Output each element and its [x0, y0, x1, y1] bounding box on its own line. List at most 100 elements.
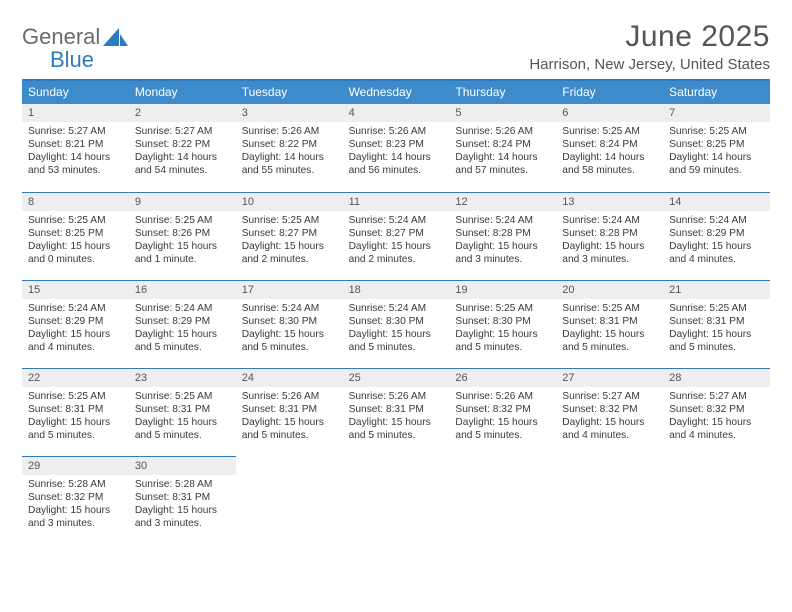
- logo-word2: Blue: [22, 47, 94, 72]
- day-number: 23: [129, 369, 236, 387]
- day-body: Sunrise: 5:28 AMSunset: 8:31 PMDaylight:…: [129, 475, 236, 536]
- dow-header: Sunday: [22, 81, 129, 104]
- day-number: 15: [22, 281, 129, 299]
- logo: General Blue: [22, 20, 129, 72]
- calendar-day: 24Sunrise: 5:26 AMSunset: 8:31 PMDayligh…: [236, 368, 343, 456]
- calendar-day: 19Sunrise: 5:25 AMSunset: 8:30 PMDayligh…: [449, 280, 556, 368]
- day-body: Sunrise: 5:24 AMSunset: 8:30 PMDaylight:…: [236, 299, 343, 360]
- calendar-day: 22Sunrise: 5:25 AMSunset: 8:31 PMDayligh…: [22, 368, 129, 456]
- day-number: 27: [556, 369, 663, 387]
- calendar-day: 6Sunrise: 5:25 AMSunset: 8:24 PMDaylight…: [556, 104, 663, 192]
- calendar-day: 10Sunrise: 5:25 AMSunset: 8:27 PMDayligh…: [236, 192, 343, 280]
- day-number: 29: [22, 457, 129, 475]
- calendar-day: [449, 456, 556, 544]
- day-body: Sunrise: 5:25 AMSunset: 8:26 PMDaylight:…: [129, 211, 236, 272]
- calendar-day: [343, 456, 450, 544]
- day-number: 30: [129, 457, 236, 475]
- calendar-day: [556, 456, 663, 544]
- day-body: Sunrise: 5:24 AMSunset: 8:30 PMDaylight:…: [343, 299, 450, 360]
- day-number: 8: [22, 193, 129, 211]
- day-body: Sunrise: 5:24 AMSunset: 8:28 PMDaylight:…: [449, 211, 556, 272]
- day-number: 11: [343, 193, 450, 211]
- logo-text: General Blue: [22, 26, 100, 72]
- day-body: Sunrise: 5:27 AMSunset: 8:32 PMDaylight:…: [556, 387, 663, 448]
- calendar-day: 14Sunrise: 5:24 AMSunset: 8:29 PMDayligh…: [663, 192, 770, 280]
- calendar-grid: SundayMondayTuesdayWednesdayThursdayFrid…: [22, 79, 770, 544]
- day-number: 1: [22, 104, 129, 122]
- calendar-day: 25Sunrise: 5:26 AMSunset: 8:31 PMDayligh…: [343, 368, 450, 456]
- day-number: 7: [663, 104, 770, 122]
- dow-header: Saturday: [663, 81, 770, 104]
- dow-header: Tuesday: [236, 81, 343, 104]
- dow-header: Thursday: [449, 81, 556, 104]
- day-body: Sunrise: 5:27 AMSunset: 8:22 PMDaylight:…: [129, 122, 236, 183]
- calendar-day: 18Sunrise: 5:24 AMSunset: 8:30 PMDayligh…: [343, 280, 450, 368]
- calendar-day: 5Sunrise: 5:26 AMSunset: 8:24 PMDaylight…: [449, 104, 556, 192]
- day-body: Sunrise: 5:25 AMSunset: 8:30 PMDaylight:…: [449, 299, 556, 360]
- day-number: 14: [663, 193, 770, 211]
- day-number: 4: [343, 104, 450, 122]
- day-number: 17: [236, 281, 343, 299]
- day-number: 5: [449, 104, 556, 122]
- calendar-day: 4Sunrise: 5:26 AMSunset: 8:23 PMDaylight…: [343, 104, 450, 192]
- day-number: 2: [129, 104, 236, 122]
- calendar-day: 11Sunrise: 5:24 AMSunset: 8:27 PMDayligh…: [343, 192, 450, 280]
- day-body: Sunrise: 5:24 AMSunset: 8:29 PMDaylight:…: [22, 299, 129, 360]
- day-number: 24: [236, 369, 343, 387]
- page: General Blue June 2025 Harrison, New Jer…: [0, 0, 792, 564]
- calendar-day: [663, 456, 770, 544]
- calendar-day: 21Sunrise: 5:25 AMSunset: 8:31 PMDayligh…: [663, 280, 770, 368]
- calendar-day: 30Sunrise: 5:28 AMSunset: 8:31 PMDayligh…: [129, 456, 236, 544]
- calendar-day: 16Sunrise: 5:24 AMSunset: 8:29 PMDayligh…: [129, 280, 236, 368]
- day-number: 26: [449, 369, 556, 387]
- day-body: Sunrise: 5:24 AMSunset: 8:27 PMDaylight:…: [343, 211, 450, 272]
- day-body: Sunrise: 5:25 AMSunset: 8:24 PMDaylight:…: [556, 122, 663, 183]
- calendar-day: 1Sunrise: 5:27 AMSunset: 8:21 PMDaylight…: [22, 104, 129, 192]
- calendar-day: 17Sunrise: 5:24 AMSunset: 8:30 PMDayligh…: [236, 280, 343, 368]
- day-body: Sunrise: 5:26 AMSunset: 8:31 PMDaylight:…: [343, 387, 450, 448]
- day-number: 28: [663, 369, 770, 387]
- calendar-day: 7Sunrise: 5:25 AMSunset: 8:25 PMDaylight…: [663, 104, 770, 192]
- day-body: Sunrise: 5:24 AMSunset: 8:29 PMDaylight:…: [129, 299, 236, 360]
- dow-header: Monday: [129, 81, 236, 104]
- logo-sail-icon: [103, 28, 129, 55]
- calendar-day: [236, 456, 343, 544]
- header: General Blue June 2025 Harrison, New Jer…: [22, 20, 770, 73]
- day-body: Sunrise: 5:28 AMSunset: 8:32 PMDaylight:…: [22, 475, 129, 536]
- calendar-day: 28Sunrise: 5:27 AMSunset: 8:32 PMDayligh…: [663, 368, 770, 456]
- day-number: 13: [556, 193, 663, 211]
- day-body: Sunrise: 5:25 AMSunset: 8:31 PMDaylight:…: [556, 299, 663, 360]
- dow-header: Friday: [556, 81, 663, 104]
- calendar-day: 23Sunrise: 5:25 AMSunset: 8:31 PMDayligh…: [129, 368, 236, 456]
- day-number: 19: [449, 281, 556, 299]
- day-body: Sunrise: 5:27 AMSunset: 8:32 PMDaylight:…: [663, 387, 770, 448]
- day-number: 22: [22, 369, 129, 387]
- calendar-day: 26Sunrise: 5:26 AMSunset: 8:32 PMDayligh…: [449, 368, 556, 456]
- calendar-day: 12Sunrise: 5:24 AMSunset: 8:28 PMDayligh…: [449, 192, 556, 280]
- day-number: 10: [236, 193, 343, 211]
- title-block: June 2025 Harrison, New Jersey, United S…: [529, 20, 770, 73]
- day-number: 3: [236, 104, 343, 122]
- calendar-day: 3Sunrise: 5:26 AMSunset: 8:22 PMDaylight…: [236, 104, 343, 192]
- day-number: 18: [343, 281, 450, 299]
- calendar-day: 9Sunrise: 5:25 AMSunset: 8:26 PMDaylight…: [129, 192, 236, 280]
- day-body: Sunrise: 5:26 AMSunset: 8:32 PMDaylight:…: [449, 387, 556, 448]
- day-body: Sunrise: 5:25 AMSunset: 8:25 PMDaylight:…: [22, 211, 129, 272]
- day-number: 25: [343, 369, 450, 387]
- day-body: Sunrise: 5:25 AMSunset: 8:31 PMDaylight:…: [663, 299, 770, 360]
- day-body: Sunrise: 5:26 AMSunset: 8:23 PMDaylight:…: [343, 122, 450, 183]
- day-body: Sunrise: 5:27 AMSunset: 8:21 PMDaylight:…: [22, 122, 129, 183]
- day-number: 9: [129, 193, 236, 211]
- day-body: Sunrise: 5:26 AMSunset: 8:24 PMDaylight:…: [449, 122, 556, 183]
- day-body: Sunrise: 5:25 AMSunset: 8:31 PMDaylight:…: [129, 387, 236, 448]
- location: Harrison, New Jersey, United States: [529, 56, 770, 73]
- day-number: 12: [449, 193, 556, 211]
- calendar-day: 29Sunrise: 5:28 AMSunset: 8:32 PMDayligh…: [22, 456, 129, 544]
- month-title: June 2025: [529, 20, 770, 54]
- calendar-day: 2Sunrise: 5:27 AMSunset: 8:22 PMDaylight…: [129, 104, 236, 192]
- calendar-day: 15Sunrise: 5:24 AMSunset: 8:29 PMDayligh…: [22, 280, 129, 368]
- day-body: Sunrise: 5:25 AMSunset: 8:27 PMDaylight:…: [236, 211, 343, 272]
- day-number: 21: [663, 281, 770, 299]
- calendar-day: 20Sunrise: 5:25 AMSunset: 8:31 PMDayligh…: [556, 280, 663, 368]
- day-number: 20: [556, 281, 663, 299]
